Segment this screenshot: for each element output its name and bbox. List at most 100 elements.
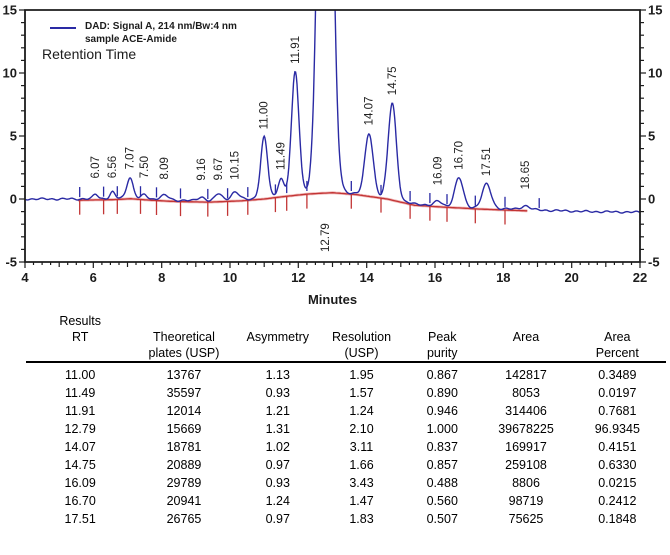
cell: 1.66 — [349, 458, 374, 472]
cell: 35597 — [166, 386, 202, 400]
svg-text:7.50: 7.50 — [139, 156, 151, 178]
svg-text:10: 10 — [648, 66, 662, 81]
cell: 314406 — [505, 404, 547, 418]
legend-line-swatch — [50, 27, 76, 29]
svg-text:14.07: 14.07 — [364, 97, 376, 126]
svg-text:14.75: 14.75 — [387, 66, 399, 95]
cell: 1.02 — [265, 440, 290, 454]
table-row: 11.49 35597 0.93 1.57 0.890 8053 0.0197 — [26, 384, 666, 402]
cell: 15669 — [166, 422, 202, 436]
cell: 3.11 — [349, 440, 374, 454]
column-header: Area — [483, 313, 569, 363]
header-row: Results RT Theoretical plates (USP) Asymme… — [26, 313, 666, 363]
cell: 169917 — [505, 440, 547, 454]
legend-sample-label: sample ACE-Amide — [85, 34, 177, 45]
svg-text:10: 10 — [3, 66, 17, 81]
cell: 0.93 — [265, 386, 290, 400]
svg-text:14: 14 — [359, 270, 374, 285]
svg-text:Minutes: Minutes — [308, 292, 357, 307]
column-header: Peak purity — [401, 313, 484, 363]
cell: 142817 — [505, 368, 547, 382]
cell: 1.31 — [265, 422, 290, 436]
svg-text:5: 5 — [648, 129, 655, 144]
cell: 39678225 — [498, 422, 554, 436]
cell: 12014 — [166, 404, 202, 418]
integration-marks — [79, 180, 540, 225]
cell: 1.24 — [265, 494, 290, 508]
results-table: Results RT Theoretical plates (USP) Asymme… — [26, 313, 666, 528]
column-header: Results RT — [26, 313, 135, 363]
svg-text:12: 12 — [291, 270, 305, 285]
svg-text:-5: -5 — [5, 255, 17, 270]
cell: 11.91 — [64, 404, 96, 418]
cell: 0.97 — [265, 458, 290, 472]
svg-text:8: 8 — [158, 270, 165, 285]
cell: 17.51 — [64, 512, 96, 526]
results-section: Results RT Theoretical plates (USP) Asymme… — [26, 313, 666, 528]
cell: 0.890 — [426, 386, 458, 400]
svg-text:12.79: 12.79 — [320, 223, 332, 252]
cell: 259108 — [505, 458, 547, 472]
table-row: 16.70 20941 1.24 1.47 0.560 98719 0.2412 — [26, 492, 666, 510]
column-header: Resolution (USP) — [321, 313, 402, 363]
integration-baseline — [78, 191, 528, 213]
cell: 20941 — [166, 494, 202, 508]
cell: 12.79 — [64, 422, 96, 436]
cell: 75625 — [508, 512, 544, 526]
cell: 0.93 — [265, 476, 290, 490]
svg-text:17.51: 17.51 — [481, 147, 493, 176]
svg-text:8.09: 8.09 — [159, 157, 171, 179]
column-header: Theoretical plates (USP) — [134, 313, 234, 363]
x-axis: 4 6 8 10 12 14 16 18 20 22 Minutes — [21, 262, 647, 307]
svg-text:20: 20 — [564, 270, 578, 285]
cell: 0.867 — [426, 368, 458, 382]
retention-time-label: Retention Time — [42, 46, 137, 62]
svg-text:5: 5 — [10, 129, 17, 144]
svg-text:11.91: 11.91 — [290, 36, 302, 64]
cell: 98719 — [508, 494, 544, 508]
cell: 29789 — [166, 476, 202, 490]
table-row: 14.07 18781 1.02 3.11 0.837 169917 0.4151 — [26, 438, 666, 456]
table-row: 11.91 12014 1.21 1.24 0.946 314406 0.7681 — [26, 402, 666, 420]
cell: 1.21 — [265, 404, 290, 418]
svg-text:16: 16 — [428, 270, 442, 285]
cell: 1.95 — [349, 368, 374, 382]
svg-text:4: 4 — [21, 270, 29, 285]
cell: 16.70 — [64, 494, 96, 508]
legend-signal-label: DAD: Signal A, 214 nm/Bw:4 nm — [85, 21, 237, 32]
cell: 96.9345 — [594, 422, 640, 436]
svg-text:22: 22 — [633, 270, 647, 285]
svg-text:16.09: 16.09 — [433, 157, 445, 186]
cell: 0.3489 — [598, 368, 637, 382]
column-header: Area Percent — [568, 313, 666, 363]
svg-text:16.70: 16.70 — [453, 141, 465, 170]
cell: 0.4151 — [598, 440, 637, 454]
cell: 1.57 — [349, 386, 374, 400]
column-header: Asymmetry — [233, 313, 322, 363]
signal-trace — [25, 10, 640, 214]
cell: 8806 — [512, 476, 540, 490]
cell: 11.00 — [64, 368, 96, 382]
cell: 8053 — [512, 386, 540, 400]
svg-text:11.00: 11.00 — [259, 101, 271, 129]
cell: 0.6330 — [598, 458, 637, 472]
svg-text:15: 15 — [648, 3, 662, 18]
cell: 0.837 — [426, 440, 458, 454]
svg-text:18: 18 — [496, 270, 510, 285]
svg-text:10: 10 — [223, 270, 237, 285]
cell: 14.75 — [64, 458, 96, 472]
chromatogram-plot: 4 6 8 10 12 14 16 18 20 22 Minutes -5 -5 0 0 5 5 10 10 15 15… — [3, 3, 663, 308]
cell: 0.0197 — [598, 386, 637, 400]
y-axes: -5 -5 0 0 5 5 10 10 15 15 — [3, 3, 663, 270]
table-row: 12.79 15669 1.31 2.10 1.000 39678225 96.9345 — [26, 420, 666, 438]
svg-text:0: 0 — [10, 192, 17, 207]
cell: 0.507 — [426, 512, 458, 526]
cell: 20889 — [166, 458, 202, 472]
svg-text:6.56: 6.56 — [107, 156, 119, 178]
svg-text:18.65: 18.65 — [520, 161, 532, 190]
table-row: 16.09 29789 0.93 3.43 0.488 8806 0.0215 — [26, 474, 666, 492]
cell: 0.560 — [426, 494, 458, 508]
svg-text:0: 0 — [648, 192, 655, 207]
table-row: 17.51 26765 0.97 1.83 0.507 75625 0.1848 — [26, 510, 666, 528]
